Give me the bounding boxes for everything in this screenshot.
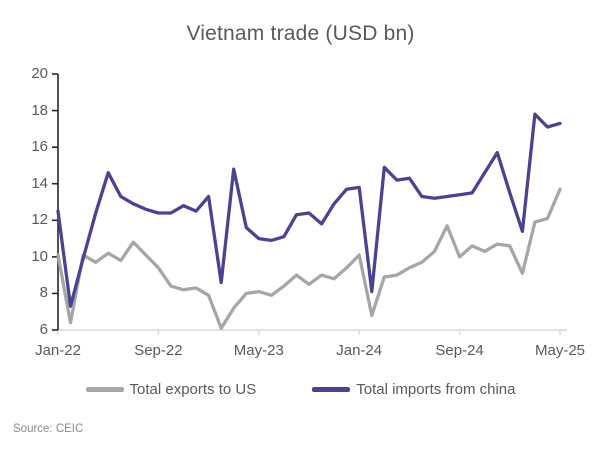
legend: Total exports to US Total imports from ch… — [0, 381, 601, 398]
series-line-imports-china — [56, 112, 562, 308]
y-axis-tick-label: 8 — [39, 284, 48, 302]
y-axis-tick-label: 12 — [31, 211, 48, 229]
source-note: Source: CEIC — [13, 423, 84, 435]
x-axis-tick-label: Jan-24 — [336, 342, 383, 359]
legend-label: Total exports to US — [129, 381, 257, 398]
x-axis-tick-label: May-25 — [534, 342, 586, 359]
x-axis-tick-label: May-23 — [233, 342, 284, 359]
series-line-exports-us — [56, 187, 562, 330]
y-axis-tick-label: 14 — [31, 174, 48, 192]
legend-label: Total imports from china — [356, 381, 516, 398]
x-axis-tick-label: Sep-24 — [435, 342, 484, 359]
legend-item-exports-us: Total exports to US — [85, 381, 257, 398]
chart-title: Vietnam trade (USD bn) — [186, 22, 415, 45]
legend-item-imports-china: Total imports from china — [312, 381, 515, 398]
y-axis-tick-label: 10 — [31, 247, 48, 265]
y-axis-tick-label: 20 — [31, 65, 48, 82]
legend-swatch-exports-us — [85, 387, 124, 392]
y-axis-tick-label: 6 — [39, 321, 48, 338]
y-axis-tick-label: 18 — [31, 101, 48, 119]
y-axis-tick-label: 16 — [31, 138, 48, 156]
legend-swatch-imports-china — [312, 387, 351, 392]
x-axis-tick-label: Jan-22 — [35, 342, 81, 359]
x-axis-tick-label: Sep-22 — [134, 342, 183, 359]
